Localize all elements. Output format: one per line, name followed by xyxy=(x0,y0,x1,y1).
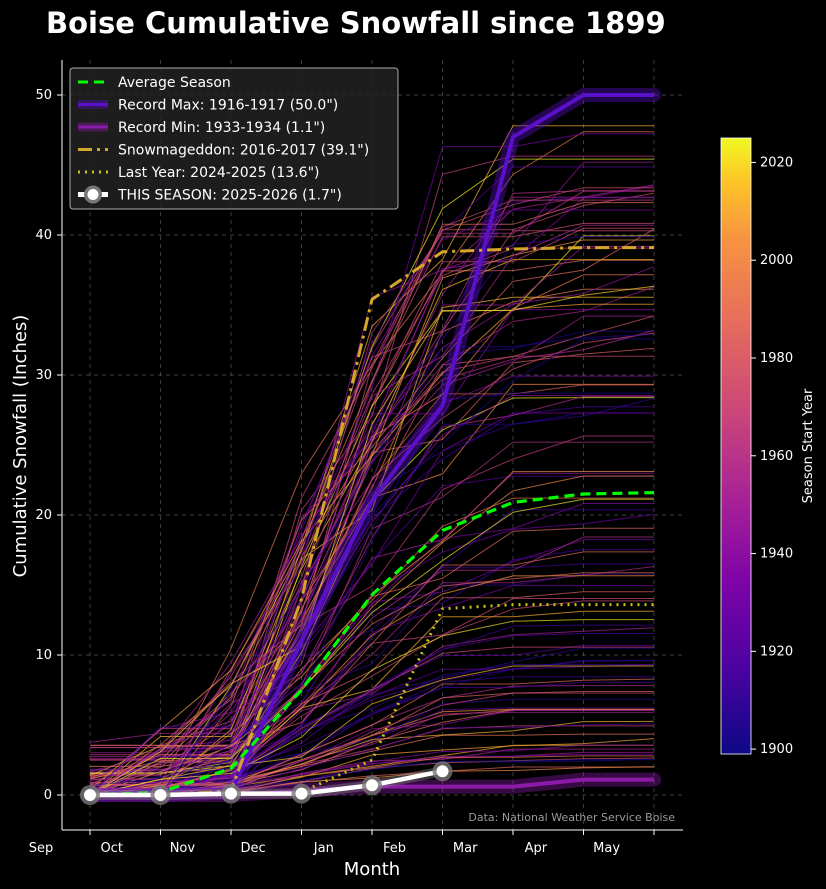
season-line xyxy=(89,392,654,796)
series-point xyxy=(84,789,96,801)
x-tick-label: Apr xyxy=(525,841,548,856)
series-point xyxy=(366,779,378,792)
y-tick-label: 30 xyxy=(35,368,52,383)
season-line xyxy=(89,285,655,796)
legend-label: Average Season xyxy=(118,75,231,91)
season-line xyxy=(90,678,655,786)
season-line xyxy=(90,230,654,796)
season-line xyxy=(90,196,654,754)
season-line xyxy=(90,332,655,760)
season-line xyxy=(89,202,654,796)
y-ticks: 0 10 20 30 40 50 xyxy=(35,88,62,803)
y-tick-label: 40 xyxy=(35,228,52,243)
x-tick-label: Feb xyxy=(383,841,406,856)
source-note: Data: National Weather Service Boise xyxy=(468,811,675,824)
season-line xyxy=(90,472,654,796)
colorbar-tick-label: 1940 xyxy=(760,547,793,562)
season-line xyxy=(89,665,654,796)
season-line xyxy=(90,692,654,785)
season-line xyxy=(89,330,654,796)
colorbar-tick-label: 1980 xyxy=(760,351,793,366)
season-line xyxy=(90,161,654,796)
x-axis-label: Month xyxy=(344,859,400,880)
x-tick-label: Sep xyxy=(29,841,54,856)
season-line xyxy=(89,591,654,796)
season-line xyxy=(90,309,654,781)
legend-box xyxy=(69,67,399,210)
legend-label: Snowmageddon: 2016-2017 (39.1") xyxy=(118,143,369,159)
historical-season-lines xyxy=(89,125,655,796)
season-line xyxy=(89,315,654,743)
y-tick-label: 20 xyxy=(35,508,52,523)
season-line xyxy=(89,245,654,796)
season-line xyxy=(89,125,654,796)
y-tick-label: 10 xyxy=(35,648,52,663)
legend: Average Season Record Max: 1916-1917 (50.… xyxy=(69,67,399,210)
season-line xyxy=(89,498,654,796)
series-point xyxy=(436,765,449,778)
season-line xyxy=(89,624,654,796)
season-line xyxy=(90,681,654,796)
series-line xyxy=(90,768,443,798)
legend-label: Record Min: 1933-1934 (1.1") xyxy=(118,120,325,136)
colorbar-tick-label: 2000 xyxy=(760,253,793,268)
colorbar-tick-label: 1960 xyxy=(760,449,793,464)
season-line xyxy=(90,660,655,796)
season-line xyxy=(89,190,654,779)
season-line xyxy=(89,647,654,786)
series-point xyxy=(225,787,237,800)
season-line xyxy=(89,397,655,796)
series-point xyxy=(295,787,308,800)
colorbar-gradient xyxy=(720,137,752,755)
colorbar-tick-label: 1920 xyxy=(760,644,793,659)
series-point xyxy=(154,789,167,801)
season-line xyxy=(90,536,654,771)
season-line xyxy=(90,691,654,796)
x-tick-label: Oct xyxy=(100,841,122,856)
season-line xyxy=(90,224,654,796)
x-tick-label: Mar xyxy=(453,841,478,856)
colorbar-label: Season Start Year xyxy=(801,388,816,503)
season-line xyxy=(89,133,654,782)
y-tick-label: 50 xyxy=(35,88,52,103)
season-line xyxy=(90,723,655,790)
season-line xyxy=(89,239,654,790)
series-line xyxy=(89,491,655,797)
highlight-series xyxy=(80,88,661,805)
season-line xyxy=(89,527,654,778)
legend-label: Last Year: 2024-2025 (13.6") xyxy=(118,165,319,181)
season-line xyxy=(89,619,654,796)
legend-marker xyxy=(87,189,99,200)
x-tick-label: May xyxy=(593,841,620,856)
x-tick-label: Jan xyxy=(313,841,334,856)
chart-title: Boise Cumulative Snowfall since 1899 xyxy=(46,6,666,40)
x-tick-label: Nov xyxy=(170,841,196,856)
legend-label: Record Max: 1916-1917 (50.0") xyxy=(118,98,338,114)
season-line xyxy=(90,551,654,780)
season-line xyxy=(89,664,655,796)
y-tick-label: 0 xyxy=(44,788,52,803)
season-line xyxy=(89,266,655,796)
x-tick-label: Dec xyxy=(241,841,266,856)
colorbar: Season Start Year 1900 1920 1940 1960 1980 20… xyxy=(720,137,816,757)
season-line xyxy=(89,509,654,796)
season-line xyxy=(89,329,655,796)
colorbar-tick-label: 2020 xyxy=(760,155,793,170)
season-line xyxy=(90,412,654,796)
y-axis-label: Cumulative Snowfall (Inches) xyxy=(10,315,31,578)
season-line xyxy=(89,236,654,796)
legend-label: THIS SEASON: 2025-2026 (1.7") xyxy=(117,188,342,204)
x-ticks: Sep Oct Nov Dec Jan Feb Mar Apr May xyxy=(29,830,655,856)
colorbar-tick-label: 1900 xyxy=(760,742,793,757)
season-line xyxy=(89,184,655,772)
